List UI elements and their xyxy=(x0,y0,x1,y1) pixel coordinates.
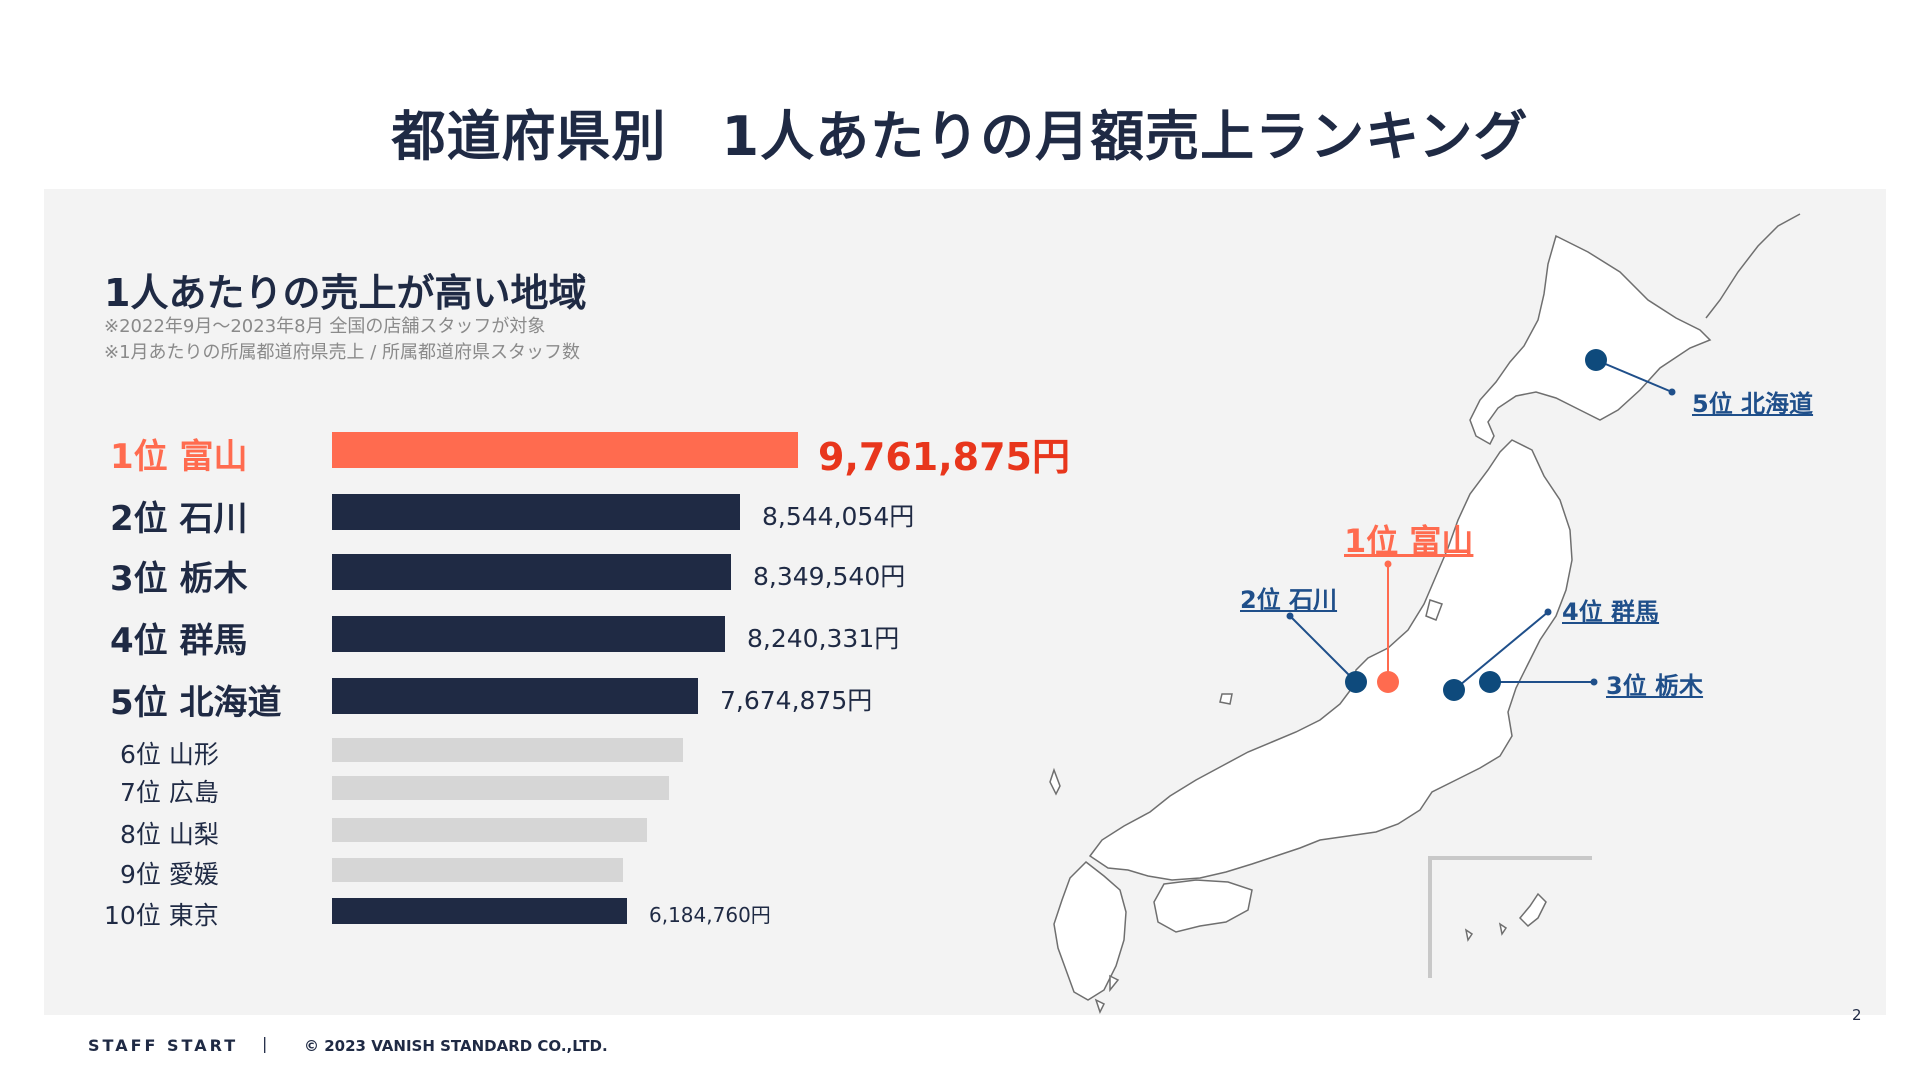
note-period: ※2022年9月～2023年8月 全国の店舗スタッフが対象 xyxy=(104,316,546,337)
marker-hokkaido xyxy=(1585,349,1607,371)
marker-ishikawa xyxy=(1345,671,1367,693)
map-label-ishikawa: 2位 石川 xyxy=(1240,586,1338,614)
sado-island xyxy=(1425,599,1443,621)
bar xyxy=(332,678,698,714)
rank-label: 10位 東京 xyxy=(104,900,219,930)
callout-line-ishikawa xyxy=(1289,615,1357,683)
bar xyxy=(332,494,740,530)
okinawa-inset-frame xyxy=(1428,856,1592,978)
value-label: 8,240,331円 xyxy=(747,623,900,653)
bar xyxy=(332,776,669,800)
callout-end-toyama xyxy=(1384,560,1392,568)
value-label: 6,184,760円 xyxy=(649,902,771,927)
marker-toyama xyxy=(1377,671,1399,693)
shikoku-shape xyxy=(1153,879,1253,933)
value-label: 9,761,875円 xyxy=(818,435,1070,480)
rank-label: 5位 北海道 xyxy=(110,682,282,723)
callout-line-hokkaido xyxy=(1595,359,1673,393)
callout-line-gunma xyxy=(1453,611,1549,691)
map-label-tochigi: 3位 栃木 xyxy=(1606,672,1704,700)
callout-end-hokkaido xyxy=(1668,388,1676,396)
rank-label: 3位 栃木 xyxy=(110,558,248,599)
value-label: 8,349,540円 xyxy=(753,561,906,591)
map-label-toyama: 1位 富山 xyxy=(1344,522,1474,560)
rank-label: 2位 石川 xyxy=(110,498,248,539)
footer-copyright: © 2023 VANISH STANDARD CO.,LTD. xyxy=(304,1037,608,1055)
bar xyxy=(332,858,623,882)
rank-label: 4位 群馬 xyxy=(110,620,248,661)
callout-end-gunma xyxy=(1544,608,1552,616)
rank-label: 9位 愛媛 xyxy=(120,859,219,889)
bar xyxy=(332,898,627,924)
honshu-shape xyxy=(1088,439,1573,881)
bar xyxy=(332,554,731,590)
rank-label: 7位 広島 xyxy=(120,777,219,807)
page-number: 2 xyxy=(1852,1006,1862,1024)
bar xyxy=(332,818,647,842)
bar xyxy=(332,432,798,468)
marker-gunma xyxy=(1443,679,1465,701)
bar xyxy=(332,738,683,762)
tsushima-island xyxy=(1049,767,1061,796)
kuril-islands xyxy=(1705,213,1801,319)
note-formula: ※1月あたりの所属都道府県売上 / 所属都道府県スタッフ数 xyxy=(104,342,581,363)
okinawa-islands xyxy=(1464,892,1547,942)
map-label-hokkaido: 5位 北海道 xyxy=(1692,390,1814,418)
map-label-gunma: 4位 群馬 xyxy=(1562,598,1660,626)
marker-tochigi xyxy=(1479,671,1501,693)
rank-label: 8位 山梨 xyxy=(120,819,219,849)
value-label: 8,544,054円 xyxy=(762,501,915,531)
page-title: 都道府県別 1人あたりの月額売上ランキング xyxy=(391,105,1529,168)
footer-brand: STAFF START xyxy=(88,1036,239,1055)
callout-end-tochigi xyxy=(1590,678,1598,686)
chart-subtitle: 1人あたりの売上が高い地域 xyxy=(104,271,587,315)
value-label: 7,674,875円 xyxy=(720,685,873,715)
oki-islands xyxy=(1219,693,1233,705)
bar xyxy=(332,616,725,652)
rank-label: 1位 富山 xyxy=(110,436,248,477)
southern-islands xyxy=(1094,974,1120,1014)
hokkaido-shape xyxy=(1469,234,1712,446)
footer-separator: | xyxy=(262,1034,268,1053)
kyushu-shape xyxy=(1053,861,1127,1001)
callout-end-ishikawa xyxy=(1286,612,1294,620)
rank-label: 6位 山形 xyxy=(120,739,219,769)
